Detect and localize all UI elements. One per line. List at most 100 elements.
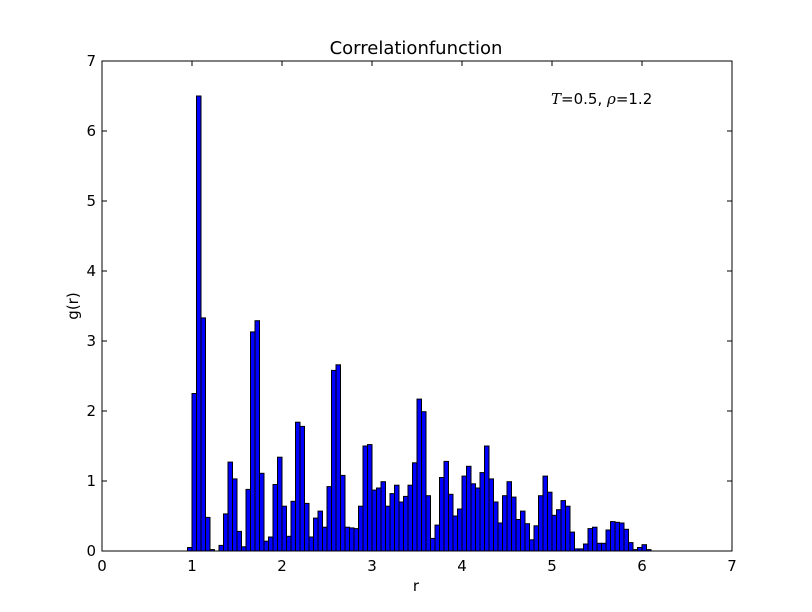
x-tick-label: 6 bbox=[637, 557, 647, 575]
histogram-bar bbox=[389, 493, 395, 552]
histogram-bar bbox=[524, 523, 530, 552]
histogram-bar bbox=[326, 486, 332, 552]
histogram-bar bbox=[556, 509, 562, 552]
histogram-bar bbox=[218, 544, 224, 552]
histogram-bar bbox=[430, 537, 436, 552]
histogram-bar bbox=[268, 536, 274, 552]
histogram-bar bbox=[637, 547, 643, 552]
histogram-bar bbox=[277, 456, 283, 552]
histogram-bar bbox=[272, 484, 278, 552]
histogram-bar bbox=[452, 515, 458, 552]
histogram-bar bbox=[502, 495, 508, 552]
temperature-symbol: T bbox=[551, 90, 562, 108]
histogram-bar bbox=[349, 527, 355, 552]
x-tick-label: 1 bbox=[187, 557, 197, 575]
histogram-bar bbox=[488, 478, 494, 552]
histogram-bar bbox=[515, 519, 521, 552]
histogram-bar bbox=[398, 501, 404, 552]
histogram-bar bbox=[448, 493, 454, 552]
histogram-bar bbox=[286, 535, 292, 552]
histogram-bar bbox=[281, 505, 287, 552]
histogram-bar bbox=[511, 496, 517, 552]
histogram-bar bbox=[416, 398, 422, 552]
histogram-bar bbox=[641, 544, 647, 552]
histogram-bar bbox=[191, 393, 197, 552]
histogram-bar bbox=[317, 510, 323, 552]
histogram-bar bbox=[529, 539, 535, 552]
histogram-bar bbox=[565, 505, 571, 552]
x-axis-label: r bbox=[413, 577, 420, 595]
histogram-bar bbox=[434, 524, 440, 552]
histogram-bar bbox=[358, 505, 364, 552]
x-tick-label: 3 bbox=[367, 557, 377, 575]
histogram-bar bbox=[596, 542, 602, 552]
histogram-bar bbox=[457, 508, 463, 552]
x-ticks: 0 1 2 3 4 5 6 7 bbox=[97, 61, 737, 575]
histogram-bar bbox=[407, 484, 413, 552]
histogram-bar bbox=[304, 502, 310, 552]
y-tick-label: 1 bbox=[86, 472, 96, 490]
histogram-bar bbox=[299, 425, 305, 552]
histogram-bar bbox=[610, 521, 616, 552]
y-tick-label: 7 bbox=[86, 52, 96, 70]
histogram-bar bbox=[421, 411, 427, 552]
histogram-bar bbox=[560, 500, 566, 552]
histogram-bar bbox=[308, 536, 314, 552]
histogram-bar bbox=[245, 488, 251, 552]
histogram-bar bbox=[623, 528, 629, 552]
histogram-bar bbox=[538, 495, 544, 552]
histogram-bar bbox=[227, 461, 233, 552]
histogram-bar bbox=[601, 542, 607, 552]
y-axis-label: g(r) bbox=[64, 292, 82, 319]
temperature-value: =0.5, bbox=[561, 90, 607, 108]
y-tick-label: 3 bbox=[86, 332, 96, 350]
histogram-bar bbox=[470, 483, 476, 552]
histogram-bar bbox=[340, 474, 346, 552]
histogram-bar bbox=[236, 530, 242, 552]
histogram-bar bbox=[353, 528, 359, 552]
histogram-bar bbox=[250, 331, 256, 552]
histogram-bar bbox=[475, 487, 481, 552]
histogram-bar bbox=[493, 501, 499, 552]
histogram-bar bbox=[322, 526, 328, 552]
chart-title: Correlationfunction bbox=[330, 38, 503, 59]
histogram-bar bbox=[254, 320, 260, 552]
bars-group bbox=[187, 95, 652, 552]
y-tick-label: 2 bbox=[86, 402, 96, 420]
histogram-bar bbox=[605, 529, 611, 552]
histogram-bar bbox=[313, 517, 319, 552]
histogram-bar bbox=[241, 546, 247, 552]
histogram-bar bbox=[592, 526, 598, 552]
histogram-bar bbox=[614, 521, 620, 552]
histogram-bar bbox=[367, 444, 373, 552]
histogram-bar bbox=[506, 481, 512, 552]
histogram-bar bbox=[187, 547, 193, 552]
histogram-bar bbox=[335, 364, 341, 552]
histogram-bar bbox=[619, 522, 625, 552]
histogram-bar bbox=[290, 500, 296, 552]
histogram-bar bbox=[205, 516, 211, 552]
histogram-bar bbox=[380, 481, 386, 552]
x-tick-label: 2 bbox=[277, 557, 287, 575]
histogram-bar bbox=[200, 317, 206, 552]
histogram-bar bbox=[385, 505, 391, 552]
histogram-bar bbox=[295, 421, 301, 552]
histogram-bar bbox=[331, 369, 337, 552]
histogram-bar bbox=[551, 514, 557, 552]
histogram-bar bbox=[569, 531, 575, 552]
histogram-bar bbox=[403, 495, 409, 552]
histogram-bar bbox=[394, 484, 400, 552]
density-value: =1.2 bbox=[616, 90, 652, 108]
histogram-bar bbox=[263, 540, 269, 552]
axes-frame bbox=[101, 60, 733, 552]
y-tick-label: 5 bbox=[86, 192, 96, 210]
histogram-bar bbox=[533, 525, 539, 552]
histogram-bar bbox=[479, 472, 485, 552]
histogram-bar bbox=[362, 445, 368, 552]
histogram-bar bbox=[520, 510, 526, 552]
histogram-bar bbox=[232, 478, 238, 552]
y-tick-label: 4 bbox=[86, 262, 96, 280]
histogram-bar bbox=[371, 489, 377, 552]
x-tick-label: 7 bbox=[727, 557, 737, 575]
